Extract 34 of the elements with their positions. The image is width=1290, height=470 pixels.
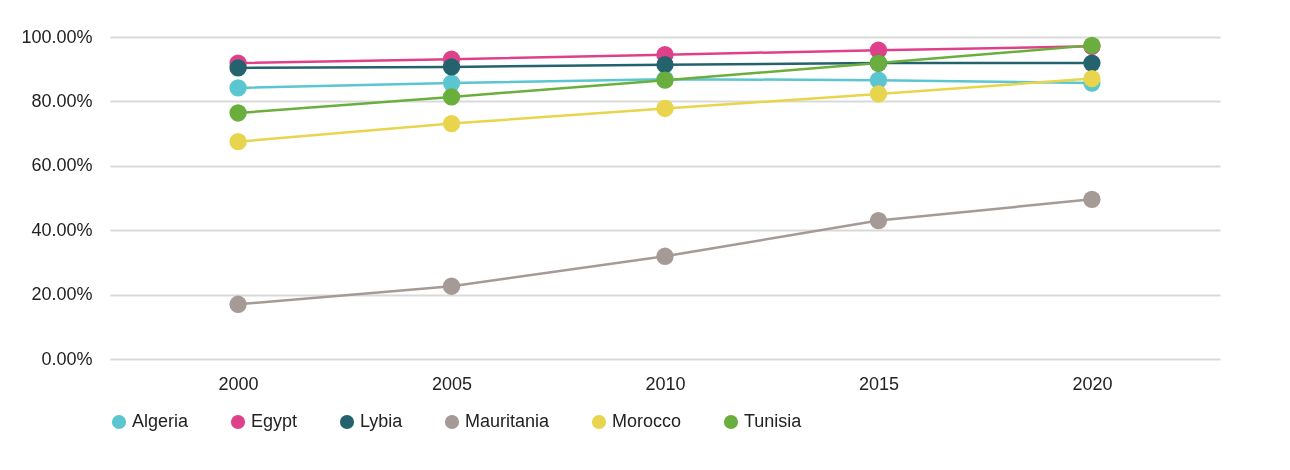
x-tick-label: 2020 [1072,373,1113,394]
point [1083,54,1101,72]
point [229,59,247,77]
point [656,99,674,118]
point [442,88,461,106]
point [869,211,888,230]
y-tick-label: 0.00% [41,348,93,369]
y-tick-label: 20.00% [31,284,93,305]
point [442,58,461,76]
point [229,133,247,151]
x-tick-label: 2010 [645,373,686,394]
y-tick-label: 80.00% [31,90,93,111]
legend-label: Lybia [360,411,404,431]
y-tick-label: 100.00% [21,26,93,47]
point [229,104,247,122]
point [229,79,247,97]
x-tick-label: 2005 [432,373,473,394]
point [442,114,461,133]
y-tick-label: 40.00% [31,219,93,240]
legend-label: Egypt [251,411,298,431]
point [1083,190,1101,208]
point [229,295,247,313]
legend-label: Morocco [612,411,682,431]
legend-label: Algeria [132,411,190,431]
point [656,56,674,74]
point [1083,69,1101,88]
point [442,277,461,295]
legend-label: Tunisia [744,411,803,431]
point [869,85,888,103]
point [656,247,674,265]
x-tick-label: 2015 [858,373,899,394]
x-tick-label: 2000 [218,373,259,394]
y-tick-label: 60.00% [31,155,93,176]
legend-label: Mauritania [465,411,551,431]
